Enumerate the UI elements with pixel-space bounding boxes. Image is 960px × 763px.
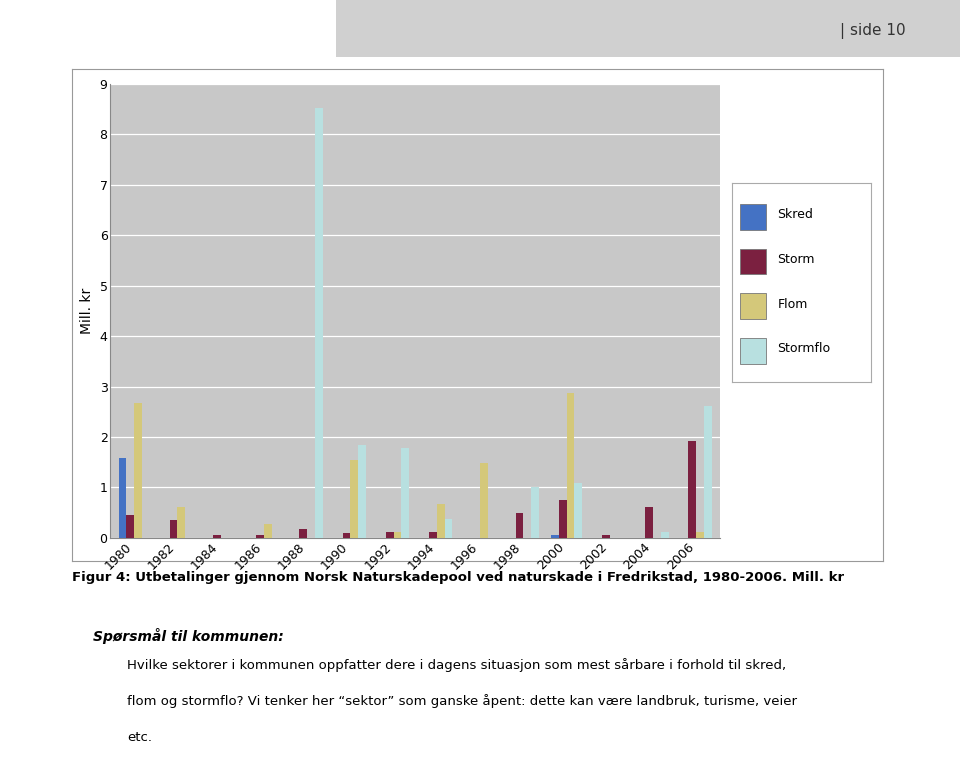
Bar xyxy=(264,523,272,538)
Text: VESTLANDSFORSKING: VESTLANDSFORSKING xyxy=(17,21,277,41)
Text: Hvilke sektorer i kommunen oppfatter dere i dagens situasjon som mest sårbare i : Hvilke sektorer i kommunen oppfatter der… xyxy=(127,658,786,672)
Bar xyxy=(350,460,358,538)
Bar xyxy=(574,484,582,538)
Bar xyxy=(300,529,307,538)
Text: Spørsmål til kommunen:: Spørsmål til kommunen: xyxy=(93,628,284,644)
Bar xyxy=(394,532,401,538)
Bar xyxy=(559,500,566,538)
Bar xyxy=(531,488,539,538)
Bar xyxy=(119,459,127,538)
Text: Figur 4: Utbetalinger gjennom Norsk Naturskadepool ved naturskade i Fredrikstad,: Figur 4: Utbetalinger gjennom Norsk Natu… xyxy=(72,571,844,584)
Text: Skred: Skred xyxy=(778,208,813,221)
Text: Storm: Storm xyxy=(778,253,815,266)
Bar xyxy=(343,533,350,538)
Bar xyxy=(566,393,574,538)
Bar xyxy=(170,520,178,538)
Bar xyxy=(213,536,221,538)
Bar xyxy=(336,0,960,57)
Bar xyxy=(740,249,766,275)
Text: flom og stormflo? Vi tenker her “sektor” som ganske åpent: dette kan være landbr: flom og stormflo? Vi tenker her “sektor”… xyxy=(127,694,797,709)
Bar xyxy=(358,445,366,538)
Bar xyxy=(386,532,394,538)
Bar xyxy=(740,293,766,319)
Bar xyxy=(740,204,766,230)
Bar xyxy=(660,532,668,538)
Bar xyxy=(256,536,264,538)
Bar xyxy=(645,507,653,538)
Bar xyxy=(516,513,523,538)
Bar xyxy=(480,463,488,538)
Bar xyxy=(401,448,409,538)
Bar xyxy=(740,338,766,364)
Bar xyxy=(688,441,696,538)
Bar xyxy=(696,532,704,538)
Text: Stormflo: Stormflo xyxy=(778,343,830,356)
Bar xyxy=(602,536,610,538)
Bar xyxy=(315,108,323,538)
Bar xyxy=(429,532,437,538)
Y-axis label: Mill. kr: Mill. kr xyxy=(80,288,94,334)
Text: | side 10: | side 10 xyxy=(840,24,905,40)
Bar xyxy=(444,519,452,538)
Bar xyxy=(437,504,444,538)
Bar xyxy=(127,515,134,538)
Text: Flom: Flom xyxy=(778,298,807,311)
Bar xyxy=(551,536,559,538)
Text: etc.: etc. xyxy=(127,731,152,744)
Bar xyxy=(178,507,185,538)
Bar xyxy=(704,406,711,538)
Bar xyxy=(134,403,142,538)
